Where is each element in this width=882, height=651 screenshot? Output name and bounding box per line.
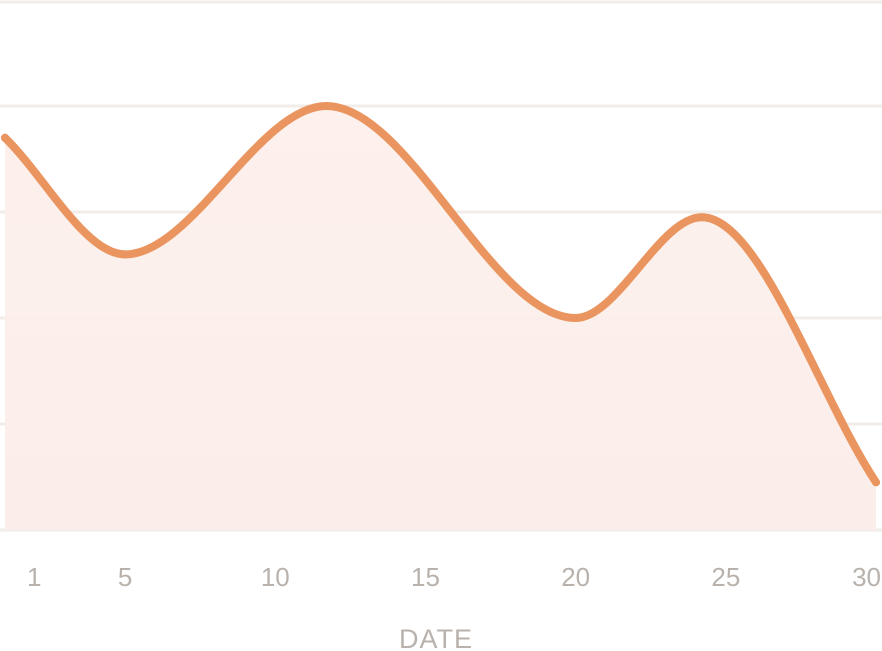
- data-point: [571, 314, 580, 322]
- x-tick-label: 10: [261, 562, 290, 592]
- x-tick-label: 30: [852, 562, 881, 592]
- data-point: [872, 478, 880, 487]
- x-tick-label: 15: [411, 562, 440, 592]
- data-point: [697, 213, 706, 222]
- x-tick-label: 20: [561, 562, 590, 592]
- x-tick-label: 25: [711, 562, 740, 592]
- x-tick-label: 1: [27, 562, 41, 592]
- x-axis-title: DATE: [399, 624, 473, 651]
- data-point: [121, 250, 130, 259]
- x-tick-label: 5: [118, 562, 132, 592]
- series-area-fill: [5, 106, 876, 530]
- x-axis-ticks: 1 5 10 15 20 25 30: [27, 562, 881, 592]
- data-points: [1, 102, 880, 487]
- data-point: [1, 133, 9, 142]
- data-point: [322, 102, 331, 110]
